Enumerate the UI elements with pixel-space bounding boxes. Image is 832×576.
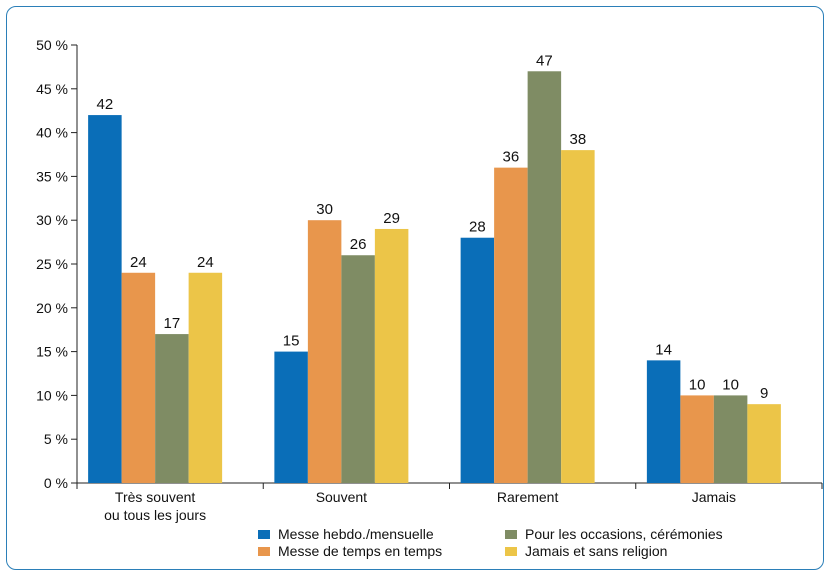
y-tick-label: 35 % bbox=[36, 168, 68, 184]
legend-swatch bbox=[505, 529, 517, 539]
y-tick-label: 30 % bbox=[36, 212, 68, 228]
bar bbox=[188, 272, 223, 483]
legend-swatch bbox=[258, 546, 270, 556]
x-category-label: Très souvent bbox=[115, 489, 196, 505]
x-category-label: ou tous les jours bbox=[104, 507, 206, 523]
bar-value-label: 28 bbox=[469, 219, 486, 236]
bar bbox=[88, 115, 122, 483]
bar bbox=[374, 228, 409, 483]
legend-label: Messe de temps en temps bbox=[278, 543, 443, 559]
x-category-label: Souvent bbox=[316, 489, 367, 505]
legend-item-jamais-sans-religion: Jamais et sans religion bbox=[505, 543, 667, 559]
bar-value-label: 14 bbox=[655, 341, 672, 358]
y-tick-label: 25 % bbox=[36, 256, 68, 272]
legend-item-messe-hebdo: Messe hebdo./mensuelle bbox=[258, 526, 434, 542]
legend-item-messe-temps: Messe de temps en temps bbox=[258, 543, 442, 559]
bar-value-label: 24 bbox=[197, 254, 214, 271]
x-category-label: Jamais bbox=[692, 489, 736, 505]
legend-item-occasions: Pour les occasions, cérémonies bbox=[505, 526, 723, 542]
y-tick-label: 5 % bbox=[44, 431, 68, 447]
y-tick-label: 40 % bbox=[36, 125, 68, 141]
legend: Messe hebdo./mensuelle Messe de temps en… bbox=[250, 526, 770, 566]
bar bbox=[713, 395, 748, 483]
bar-value-label: 30 bbox=[316, 201, 333, 218]
bar-value-label: 36 bbox=[503, 149, 520, 166]
bar-value-label: 17 bbox=[164, 315, 181, 332]
legend-swatch bbox=[258, 529, 270, 539]
bar bbox=[460, 237, 495, 483]
bar bbox=[494, 167, 528, 483]
legend-label: Jamais et sans religion bbox=[525, 543, 668, 559]
bar-value-label: 10 bbox=[689, 376, 706, 393]
bar bbox=[307, 220, 342, 483]
bar bbox=[121, 272, 156, 483]
bar-value-label: 38 bbox=[570, 131, 587, 148]
bar-value-label: 15 bbox=[283, 333, 300, 350]
bar bbox=[155, 334, 189, 483]
bar-value-label: 29 bbox=[383, 210, 400, 227]
y-tick-label: 45 % bbox=[36, 81, 68, 97]
bar bbox=[341, 255, 375, 483]
bar-value-label: 9 bbox=[760, 385, 768, 402]
bar-value-label: 42 bbox=[97, 96, 114, 113]
y-tick-label: 15 % bbox=[36, 344, 68, 360]
bar bbox=[561, 150, 595, 483]
y-tick-label: 10 % bbox=[36, 387, 68, 403]
legend-swatch bbox=[505, 546, 517, 556]
legend-label: Pour les occasions, cérémonies bbox=[525, 526, 723, 542]
bar bbox=[646, 360, 681, 483]
y-tick-label: 50 % bbox=[36, 37, 68, 53]
bar bbox=[274, 351, 308, 483]
x-category-label: Rarement bbox=[497, 489, 559, 505]
bar-value-label: 26 bbox=[350, 236, 367, 253]
bar-value-label: 24 bbox=[130, 254, 147, 271]
bar-value-label: 10 bbox=[722, 376, 739, 393]
bar bbox=[527, 71, 562, 483]
bar-value-label: 47 bbox=[536, 52, 553, 69]
y-tick-label: 20 % bbox=[36, 300, 68, 316]
legend-label: Messe hebdo./mensuelle bbox=[278, 526, 434, 542]
chart-frame bbox=[6, 6, 824, 570]
y-tick-label: 0 % bbox=[44, 475, 68, 491]
bar bbox=[747, 404, 781, 483]
bar bbox=[680, 395, 714, 483]
